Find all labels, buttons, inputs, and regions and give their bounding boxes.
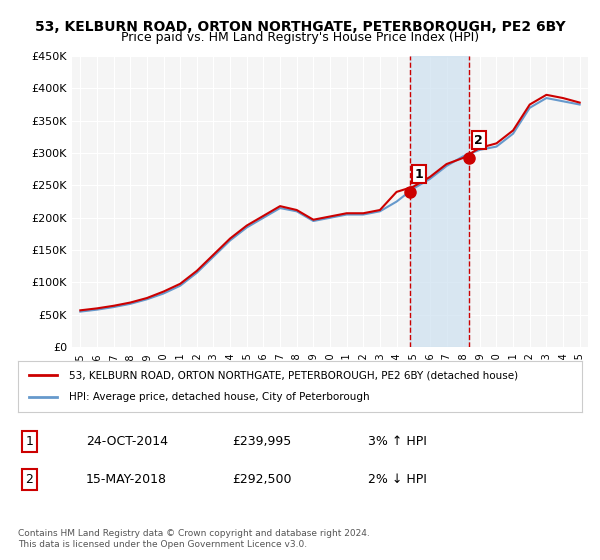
Text: 2% ↓ HPI: 2% ↓ HPI	[368, 473, 427, 486]
Text: 1: 1	[25, 435, 33, 448]
Text: Price paid vs. HM Land Registry's House Price Index (HPI): Price paid vs. HM Land Registry's House …	[121, 31, 479, 44]
Text: 15-MAY-2018: 15-MAY-2018	[86, 473, 167, 486]
Text: £239,995: £239,995	[232, 435, 292, 448]
Text: 24-OCT-2014: 24-OCT-2014	[86, 435, 167, 448]
Text: 2: 2	[25, 473, 33, 486]
Text: 53, KELBURN ROAD, ORTON NORTHGATE, PETERBOROUGH, PE2 6BY (detached house): 53, KELBURN ROAD, ORTON NORTHGATE, PETER…	[69, 370, 518, 380]
Text: 3% ↑ HPI: 3% ↑ HPI	[368, 435, 427, 448]
Text: HPI: Average price, detached house, City of Peterborough: HPI: Average price, detached house, City…	[69, 393, 370, 403]
Text: 53, KELBURN ROAD, ORTON NORTHGATE, PETERBOROUGH, PE2 6BY: 53, KELBURN ROAD, ORTON NORTHGATE, PETER…	[35, 20, 565, 34]
Text: 1: 1	[415, 167, 424, 181]
Text: 2: 2	[475, 134, 483, 147]
Text: £292,500: £292,500	[232, 473, 292, 486]
Text: Contains HM Land Registry data © Crown copyright and database right 2024.
This d: Contains HM Land Registry data © Crown c…	[18, 529, 370, 549]
Bar	[410, 56, 469, 347]
